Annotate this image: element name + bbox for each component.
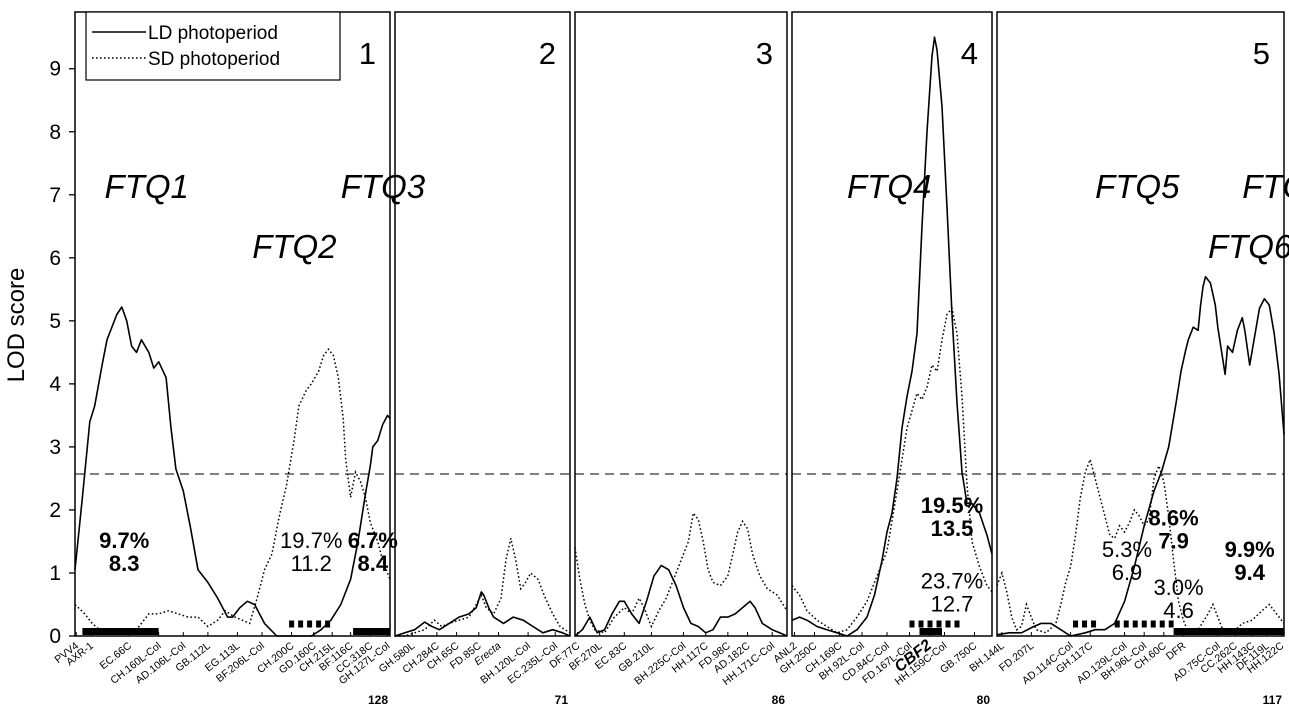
panel-frame [791, 11, 993, 637]
chromosome-number: 3 [756, 36, 773, 71]
ld-photoperiod-curve [574, 564, 788, 637]
effect-lod-label: 7.9 [1158, 529, 1189, 554]
y-tick-label: 4 [49, 373, 61, 396]
qtl-label: FTQ2 [252, 228, 336, 265]
panel-frame [394, 11, 571, 637]
ld-qtl-interval [353, 628, 390, 635]
y-tick-label: 0 [49, 625, 61, 648]
sd-photoperiod-curve [74, 347, 391, 634]
chromosome-panel-3: 3DF.77CBF.270LEC.83CGB.210LBH.225C-ColHH… [547, 11, 788, 707]
effect-lod-label: 8.3 [109, 551, 140, 576]
chromosome-panel-5: 5 FTQ5 FTQ6 FTQ7 5.3%6.9 8.6%7.9 3.0%4.6 9.9%9.… [967, 11, 1289, 707]
qtl-label: FTQ7 [1242, 168, 1289, 205]
y-axis: 0 1 2 3 4 5 6 7 8 9 [49, 58, 75, 648]
chromosome-panel-2: 2GH.580LCH.284CCH.65CFD.85CErectaBH.120L… [377, 11, 571, 707]
variance-explained-label: 19.5% [921, 493, 983, 518]
y-tick-label: 6 [49, 247, 61, 270]
chromosome-length-label: 71 [555, 693, 569, 707]
chromosome-number: 5 [1253, 36, 1270, 71]
ld-photoperiod-curve [791, 36, 993, 637]
y-tick-label: 5 [49, 310, 61, 333]
panel-frame [574, 11, 788, 637]
ld-qtl-interval [919, 628, 942, 635]
effect-lod-label: 11.2 [291, 551, 332, 576]
chromosome-length-label: 117 [1263, 693, 1283, 707]
sd-photoperiod-curve [996, 457, 1285, 634]
effect-lod-label: 4.6 [1163, 598, 1194, 623]
effect-lod-label: 9.4 [1234, 560, 1265, 585]
variance-explained-label: 19.7% [280, 528, 342, 553]
ld-qtl-interval [82, 628, 159, 635]
y-tick-label: 2 [49, 499, 61, 522]
chromosome-length-label: 86 [772, 693, 786, 707]
ld-photoperiod-curve [996, 275, 1285, 637]
sd-photoperiod-curve [395, 538, 571, 637]
y-tick-label: 3 [49, 436, 61, 459]
sd-photoperiod-curve [791, 306, 993, 634]
chromosome-panels: 1FTQ1FTQ2FTQ39.7%8.319.7%11.26.7%8.4PVV4… [52, 11, 1289, 707]
effect-lod-label: 12.7 [931, 592, 974, 617]
y-tick-label: 7 [49, 184, 61, 207]
legend-ld-label: LD photoperiod [148, 23, 278, 44]
chromosome-number: 4 [961, 36, 978, 71]
ld-photoperiod-curve [74, 306, 391, 637]
effect-lod-label: 8.4 [357, 551, 388, 576]
qtl-label: FTQ4 [847, 168, 931, 205]
ld-qtl-interval [1173, 628, 1284, 635]
variance-explained-label: 8.6% [1149, 506, 1199, 531]
effect-lod-label: 13.5 [931, 516, 974, 541]
panel-frame [996, 11, 1285, 637]
legend-sd-label: SD photoperiod [148, 49, 280, 70]
qtl-label: FTQ5 [1095, 168, 1180, 205]
chromosome-length-label: 128 [368, 693, 388, 707]
variance-explained-label: 5.3% [1102, 537, 1152, 562]
chromosome-panel-1: 1FTQ1FTQ2FTQ39.7%8.319.7%11.26.7%8.4PVV4… [52, 11, 426, 707]
chromosome-number: 1 [359, 36, 376, 71]
y-axis-label: LOD score [3, 268, 30, 383]
legend: LD photoperiod SD photoperiod [85, 11, 341, 81]
variance-explained-label: 23.7% [921, 569, 983, 594]
variance-explained-label: 6.7% [348, 528, 398, 553]
legend-box [85, 11, 341, 81]
chromosome-length-label: 80 [977, 693, 991, 707]
y-tick-label: 1 [49, 562, 61, 585]
y-tick-label: 9 [49, 58, 61, 81]
variance-explained-label: 3.0% [1153, 575, 1203, 600]
chromosome-number: 2 [539, 36, 556, 71]
variance-explained-label: 9.9% [1225, 537, 1275, 562]
sd-photoperiod-curve [574, 511, 788, 634]
variance-explained-label: 9.7% [99, 528, 149, 553]
chromosome-panel-4: 4FTQ419.5%13.523.7%12.7ANL2GH.250CCH.169… [771, 11, 993, 707]
qtl-label: FTQ1 [105, 168, 189, 205]
effect-lod-label: 6.9 [1112, 560, 1143, 585]
qtl-label: FTQ6 [1208, 228, 1289, 265]
ld-photoperiod-curve [394, 591, 571, 637]
marker-label: DFR [1164, 640, 1189, 663]
y-tick-label: 8 [49, 121, 61, 144]
qtl-label: FTQ3 [341, 168, 426, 205]
